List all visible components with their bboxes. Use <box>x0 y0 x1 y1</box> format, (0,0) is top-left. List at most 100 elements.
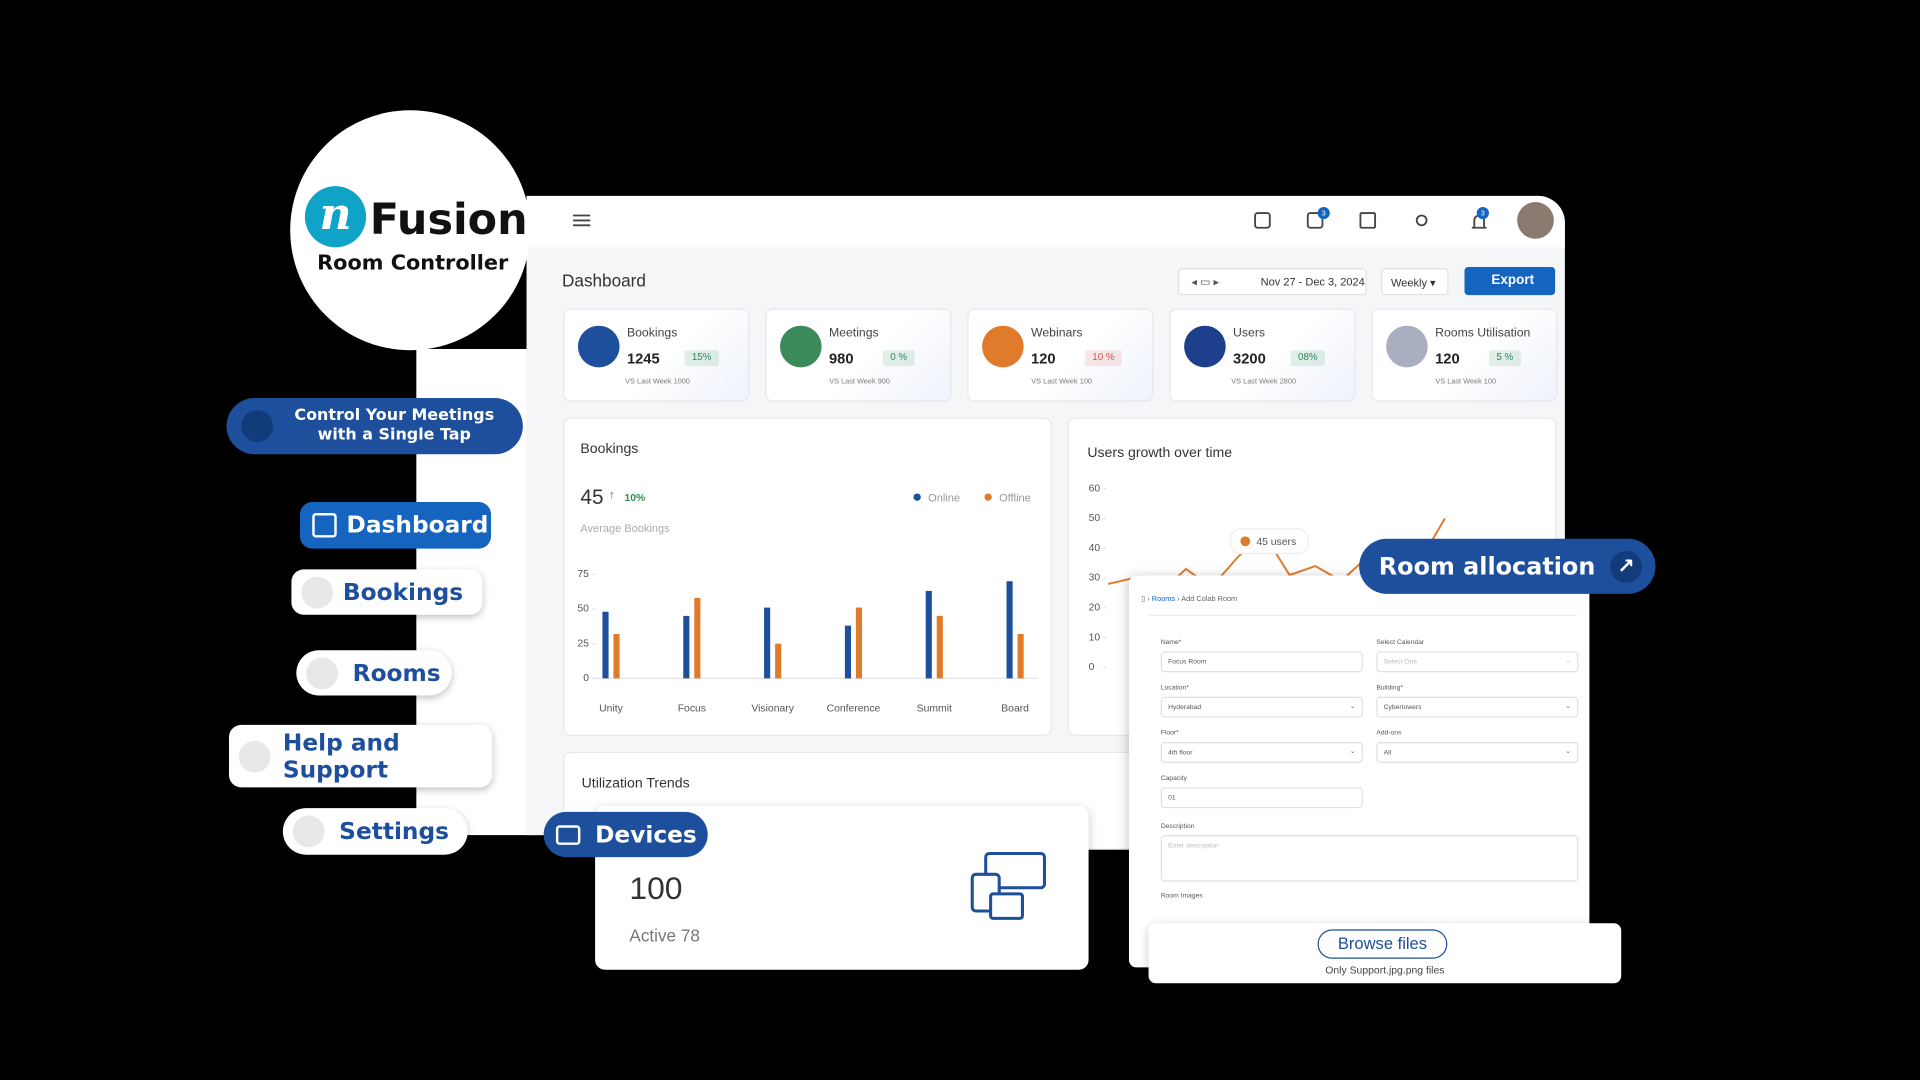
field-input[interactable]: Focus Room <box>1160 651 1363 673</box>
field-label: Location* <box>1160 684 1189 692</box>
devices-pill[interactable]: Devices <box>543 811 708 858</box>
summary-change: 10% <box>624 493 645 504</box>
summary-value: 45 <box>580 486 603 509</box>
bar <box>925 590 932 679</box>
menu-item[interactable]: Bookings <box>291 569 483 615</box>
menu-label: Help and Support <box>282 729 400 784</box>
x-tick-label: Visionary <box>751 704 794 715</box>
stat-change: 0 % <box>882 350 915 367</box>
badge-count: 3 <box>1481 209 1485 218</box>
devices-active: Active 78 <box>629 925 700 946</box>
stat-label: Bookings <box>626 326 678 341</box>
field-label: Select Calendar <box>1376 639 1425 647</box>
stat-card: Users 3200 08% VS Last Week 2800 <box>1169 308 1356 402</box>
fullscreen-icon[interactable] <box>1359 212 1377 229</box>
y-tick-label: 20 <box>1089 603 1101 614</box>
field-input[interactable]: All ⌄ <box>1376 742 1579 763</box>
dropdown-chevron: ⌄ <box>1565 748 1572 756</box>
x-tick-label: Unity <box>599 704 623 715</box>
stat-card: Meetings 980 0 % VS Last Week 900 <box>765 308 952 402</box>
upload-card: Browse files Only Support.jpg.png files <box>1148 923 1622 984</box>
menu-item[interactable]: Settings <box>282 808 468 855</box>
menu-item[interactable]: Dashboard <box>300 502 492 549</box>
field-value: 01 <box>1168 794 1176 803</box>
field-input[interactable]: Hyderabad ⌄ <box>1160 696 1363 718</box>
y-tick-label: 60 <box>1089 483 1101 494</box>
brand-subtitle: Room Controller <box>317 251 509 276</box>
field-input[interactable]: 01 <box>1160 787 1363 809</box>
stat-label: Users <box>1233 326 1266 341</box>
stat-change-value: 0 % <box>890 351 908 363</box>
menu-icon <box>306 656 338 689</box>
field-value: Focus Room <box>1168 658 1207 667</box>
date-picker[interactable]: ◂ ▭ ▸ Nov 27 - Dec 3, 2024 <box>1177 268 1367 296</box>
export-button[interactable]: Export <box>1464 266 1556 296</box>
legend-dot <box>913 493 921 501</box>
upload-hint: Only Support.jpg.png files <box>1325 963 1445 976</box>
bar <box>855 607 863 679</box>
field-label: Name* <box>1160 639 1182 647</box>
field-label: Add-ons <box>1376 729 1402 738</box>
devices-total: 100 <box>629 869 683 907</box>
stat-icon <box>780 325 822 368</box>
stat-change-value: 15% <box>691 351 712 363</box>
stat-change-value: 10 % <box>1092 351 1115 363</box>
stat-card: Bookings 1245 15% VS Last Week 1000 <box>563 308 750 402</box>
period-select[interactable]: Weekly ▾ <box>1381 268 1449 296</box>
breadcrumb-item[interactable]: Rooms <box>1151 596 1176 604</box>
tooltip <box>1230 528 1309 555</box>
utilization-title: Utilization Trends <box>581 776 690 792</box>
stat-icon <box>577 325 620 368</box>
stat-icon <box>1386 325 1428 368</box>
field-value: Select One <box>1383 658 1418 667</box>
breadcrumb-item: Add Colab Room <box>1181 596 1238 604</box>
stat-card: Webinars 120 10 % VS Last Week 100 <box>967 308 1154 402</box>
logo-circle: n Fusion Room Controller <box>290 110 531 351</box>
devices-title: Devices <box>595 821 697 848</box>
menu-label: Rooms <box>352 659 441 687</box>
menu-label: Settings <box>339 817 450 845</box>
stat-comparison: VS Last Week 100 <box>1435 378 1497 386</box>
stat-icon <box>1184 325 1226 368</box>
dropdown-chevron: ⌄ <box>1565 657 1572 665</box>
menu-item[interactable]: Rooms <box>296 650 452 696</box>
legend-label: Offline <box>999 492 1031 504</box>
annotation: 45 users <box>1256 537 1296 548</box>
stat-icon <box>982 325 1024 368</box>
brand-name: Fusion <box>369 195 528 245</box>
export-label: Export <box>1491 273 1535 288</box>
theme-icon[interactable] <box>1415 214 1428 227</box>
y-tick-label: 50 <box>577 604 589 615</box>
field-value: Hyderabad <box>1168 704 1202 712</box>
devices-illustration <box>970 851 1047 920</box>
y-tick-label: 10 <box>1089 632 1101 643</box>
stat-comparison: VS Last Week 2800 <box>1231 378 1297 386</box>
menu-button[interactable] <box>573 214 591 227</box>
menu-label: Dashboard <box>346 511 489 539</box>
stat-change: 08% <box>1290 350 1325 367</box>
stat-comparison: VS Last Week 1000 <box>625 378 690 386</box>
breadcrumb: ▯ › Rooms › Add Colab Room <box>1141 596 1238 604</box>
fingerprint-icon <box>241 410 274 443</box>
field-input[interactable]: Select One ⌄ <box>1376 651 1579 673</box>
form-body <box>1148 614 1578 921</box>
schedule-icon[interactable] <box>1306 212 1324 229</box>
field-input[interactable]: Cybertowers ⌄ <box>1376 696 1579 718</box>
avatar[interactable] <box>1517 202 1554 239</box>
date-range: Nov 27 - Dec 3, 2024 <box>1260 275 1365 288</box>
dropdown-chevron: ⌄ <box>1349 748 1356 756</box>
browse-button[interactable]: Browse files <box>1317 929 1448 959</box>
menu-item[interactable]: Help and Support <box>228 724 493 788</box>
field-input[interactable]: 4th floor ⌄ <box>1160 742 1363 763</box>
description-input[interactable]: Enter description <box>1160 835 1579 882</box>
placeholder: Enter description <box>1168 842 1219 850</box>
y-tick-label: 75 <box>577 569 589 580</box>
field-label: Building* <box>1376 684 1403 692</box>
calendar-icon[interactable] <box>1254 212 1271 229</box>
dropdown-chevron: ⌄ <box>1349 702 1356 711</box>
menu-icon <box>238 740 271 773</box>
stat-change: 10 % <box>1084 350 1122 367</box>
room-allocation-pill[interactable]: Room allocation ↗ <box>1359 538 1656 594</box>
stat-value: 120 <box>1031 350 1056 368</box>
